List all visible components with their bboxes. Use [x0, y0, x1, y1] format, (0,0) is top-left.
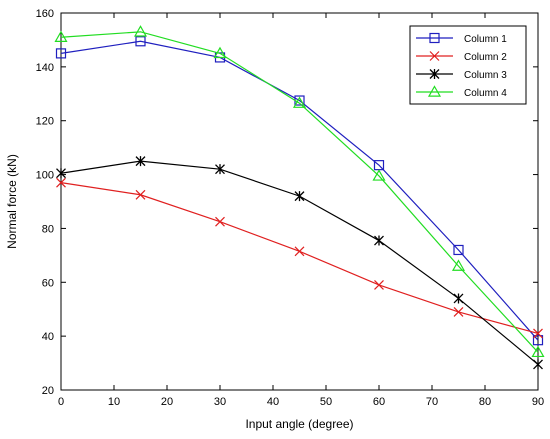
data-point	[135, 189, 146, 200]
data-point	[292, 96, 307, 108]
data-point	[531, 345, 545, 358]
series-1	[55, 36, 544, 346]
x-tick-label: 20	[161, 396, 173, 408]
data-point	[374, 235, 384, 246]
y-tick-label: 40	[42, 331, 54, 343]
series-line	[60, 31, 539, 353]
legend-marker	[429, 51, 440, 61]
data-point	[532, 335, 544, 346]
legend-label: Column 3	[464, 70, 507, 81]
data-point	[135, 36, 146, 47]
legend-label: Column 2	[464, 52, 507, 63]
series-4	[54, 25, 545, 358]
data-point	[55, 48, 67, 59]
y-axis-label: Normal force (kN)	[5, 154, 19, 249]
x-tick-label: 30	[214, 396, 226, 408]
data-point	[215, 164, 225, 175]
y-tick-label: 120	[36, 116, 54, 128]
legend-item: Column 3	[416, 69, 507, 81]
x-axis-label: Input angle (degree)	[245, 417, 353, 431]
legend-item: Column 4	[416, 85, 507, 99]
x-tick-label: 60	[373, 396, 385, 408]
data-point	[294, 246, 305, 257]
series-3	[56, 156, 543, 370]
x-axis: 0 10 20 30 40 50 60 70 80 90	[58, 13, 544, 408]
data-point	[453, 244, 464, 256]
legend-item: Column 1	[416, 32, 507, 45]
data-point	[213, 46, 227, 59]
y-tick-label: 20	[42, 385, 54, 397]
data-point	[533, 328, 543, 339]
data-point	[533, 359, 543, 370]
legend-marker	[427, 85, 442, 97]
data-point	[451, 259, 466, 271]
data-point	[56, 168, 66, 179]
x-tick-label: 0	[58, 396, 64, 408]
y-tick-label: 60	[42, 277, 54, 289]
series-2	[56, 177, 543, 339]
y-tick-label: 80	[42, 223, 54, 235]
data-point	[215, 216, 225, 227]
legend-label: Column 1	[464, 34, 507, 45]
data-point	[453, 306, 464, 317]
x-tick-label: 70	[426, 396, 438, 408]
x-tick-label: 50	[320, 396, 332, 408]
legend-marker	[429, 32, 440, 44]
x-tick-label: 80	[479, 396, 491, 408]
data-point	[133, 25, 148, 37]
y-axis: 20 40 60 80 100 120 140 160	[36, 8, 538, 397]
data-point	[294, 191, 305, 202]
x-tick-label: 40	[267, 396, 279, 408]
series-line	[60, 40, 539, 341]
x-tick-label: 10	[108, 396, 120, 408]
y-tick-label: 100	[36, 170, 54, 182]
legend-box	[409, 25, 527, 105]
data-point	[372, 169, 386, 181]
legend-marker	[429, 69, 440, 79]
data-point	[54, 30, 68, 42]
y-tick-label: 140	[36, 62, 54, 74]
series-layer	[54, 25, 545, 370]
data-point	[453, 293, 464, 304]
legend-label: Column 4	[464, 88, 507, 99]
y-tick-label: 160	[36, 8, 54, 20]
data-point	[56, 177, 66, 188]
data-point	[374, 280, 384, 290]
x-tick-label: 90	[532, 396, 544, 408]
legend-item: Column 2	[416, 51, 507, 63]
legend: Column 1 Column 2 Column 3 Column 4	[409, 25, 527, 105]
data-point	[135, 156, 146, 167]
